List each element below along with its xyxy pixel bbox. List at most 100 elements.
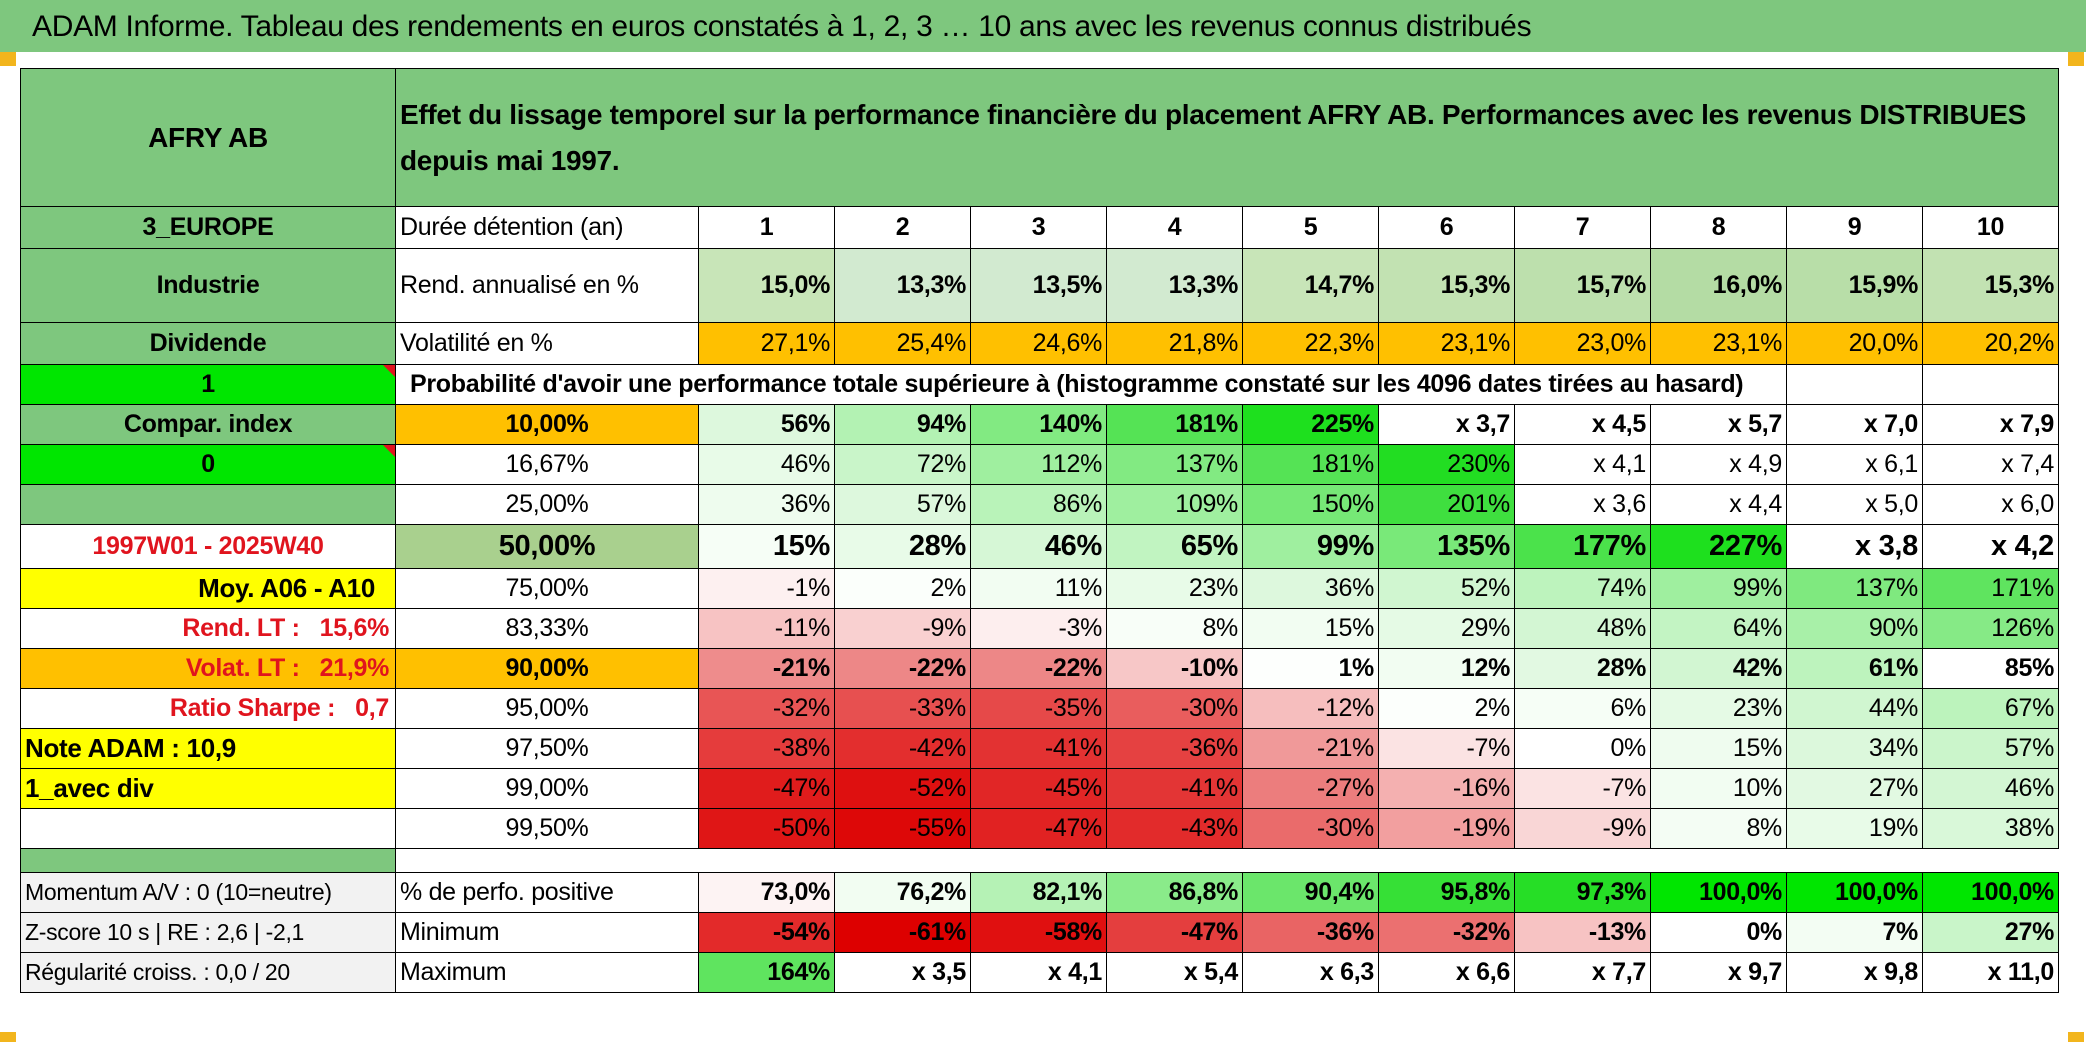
prob-value: -7% <box>1514 768 1651 809</box>
empty-cell <box>1786 364 1923 405</box>
prob-value: 140% <box>970 404 1107 445</box>
prob-value: 109% <box>1106 484 1243 525</box>
prob-pct: 50,00% <box>395 524 699 569</box>
flag-zero-cell: 0 <box>20 444 396 485</box>
prob-value: 23% <box>1650 688 1787 729</box>
flag-one-cell: 1 <box>20 364 396 405</box>
prob-value: -33% <box>834 688 971 729</box>
duree-label: Durée détention (an) <box>395 206 699 249</box>
minimum-value: 27% <box>1922 912 2059 953</box>
prob-value: -41% <box>1106 768 1243 809</box>
maximum-value: x 6,3 <box>1242 952 1379 993</box>
prob-value: 6% <box>1514 688 1651 729</box>
year-cell: 8 <box>1650 206 1787 249</box>
corner-marker <box>0 52 16 66</box>
prob-row: 1_avec div 99,00% -47% -52% -45% -41% -2… <box>20 768 2059 809</box>
prob-value: 65% <box>1106 524 1243 569</box>
prob-pct: 99,50% <box>395 808 699 849</box>
prob-row: Volat. LT : 21,9% 90,00% -21% -22% -22% … <box>20 648 2059 689</box>
positive-value: 76,2% <box>834 872 971 913</box>
prob-pct: 83,33% <box>395 608 699 649</box>
prob-value: 230% <box>1378 444 1515 485</box>
prob-value: 27% <box>1786 768 1923 809</box>
vol-value: 27,1% <box>698 322 835 365</box>
vol-value: 21,8% <box>1106 322 1243 365</box>
vol-value: 20,0% <box>1786 322 1923 365</box>
vol-row: Dividende Volatilité en % 27,1% 25,4% 24… <box>20 322 2059 365</box>
prob-value: -32% <box>698 688 835 729</box>
prob-pct: 10,00% <box>395 404 699 445</box>
rend-value: 15,9% <box>1786 248 1923 323</box>
prob-value: x 3,6 <box>1514 484 1651 525</box>
maximum-value: x 9,7 <box>1650 952 1787 993</box>
volat-lt-value: 21,9% <box>319 654 390 682</box>
prob-value: -22% <box>834 648 971 689</box>
prob-value: 38% <box>1922 808 2059 849</box>
prob-value: 28% <box>1514 648 1651 689</box>
performance-table: AFRY AB Effet du lissage temporel sur la… <box>20 68 2059 993</box>
prob-value: 29% <box>1378 608 1515 649</box>
moy-cell: Moy. A06 - A10 <box>20 568 396 609</box>
prob-row: 99,50% -50% -55% -47% -43% -30% -19% -9%… <box>20 808 2059 849</box>
table-description: Effet du lissage temporel sur la perform… <box>395 68 2059 207</box>
zscore-cell: Z-score 10 s | RE : 2,6 | -2,1 <box>20 912 396 953</box>
prob-value: 28% <box>834 524 971 569</box>
year-cell: 3 <box>970 206 1107 249</box>
report-title: ADAM Informe. Tableau des rendements en … <box>0 0 2086 52</box>
note-cell: Note ADAM : 10,9 <box>20 728 396 769</box>
positive-row: Momentum A/V : 0 (10=neutre) % de perfo.… <box>20 872 2059 913</box>
proba-label: Probabilité d'avoir une performance tota… <box>395 364 1787 405</box>
prob-value: 137% <box>1106 444 1243 485</box>
positive-value: 95,8% <box>1378 872 1515 913</box>
spacer-side <box>20 848 396 873</box>
period-cell: 1997W01 - 2025W40 <box>20 524 396 569</box>
prob-value: 8% <box>1650 808 1787 849</box>
prob-value: 46% <box>1922 768 2059 809</box>
prob-value: -21% <box>698 648 835 689</box>
vol-value: 23,0% <box>1514 322 1651 365</box>
positive-value: 90,4% <box>1242 872 1379 913</box>
prob-value: 48% <box>1514 608 1651 649</box>
prob-value: -50% <box>698 808 835 849</box>
prob-value: 2% <box>834 568 971 609</box>
prob-value: x 7,9 <box>1922 404 2059 445</box>
prob-value: -16% <box>1378 768 1515 809</box>
minimum-value: -32% <box>1378 912 1515 953</box>
fund-name: AFRY AB <box>20 68 396 207</box>
year-cell: 9 <box>1786 206 1923 249</box>
prob-value: 112% <box>970 444 1107 485</box>
prob-value: 56% <box>698 404 835 445</box>
year-cell: 7 <box>1514 206 1651 249</box>
prob-value: 15% <box>1650 728 1787 769</box>
prob-value: -9% <box>834 608 971 649</box>
prob-value: -21% <box>1242 728 1379 769</box>
rend-value: 15,0% <box>698 248 835 323</box>
prob-value: x 6,1 <box>1786 444 1923 485</box>
prob-value: 90% <box>1786 608 1923 649</box>
prob-value: x 4,9 <box>1650 444 1787 485</box>
prob-value: -10% <box>1106 648 1243 689</box>
prob-value: 57% <box>1922 728 2059 769</box>
prob-pct: 75,00% <box>395 568 699 609</box>
rend-value: 14,7% <box>1242 248 1379 323</box>
prob-value: -47% <box>698 768 835 809</box>
volat-lt-label: Volat. LT : <box>185 654 300 682</box>
empty-cell <box>1922 364 2059 405</box>
minimum-value: -47% <box>1106 912 1243 953</box>
prob-value: 72% <box>834 444 971 485</box>
sharpe-label: Ratio Sharpe : <box>169 694 336 722</box>
minimum-value: -54% <box>698 912 835 953</box>
positive-value: 100,0% <box>1650 872 1787 913</box>
description-line1: Effet du lissage temporel sur la perform… <box>400 98 2026 130</box>
year-cell: 10 <box>1922 206 2059 249</box>
prob-value: x 4,1 <box>1514 444 1651 485</box>
prob-value: 181% <box>1242 444 1379 485</box>
prob-value: 36% <box>698 484 835 525</box>
empty-side-cell <box>20 484 396 525</box>
spacer-row <box>20 848 2059 873</box>
rend-value: 15,3% <box>1378 248 1515 323</box>
prob-value: 135% <box>1378 524 1515 569</box>
prob-value: 177% <box>1514 524 1651 569</box>
prob-value: -30% <box>1242 808 1379 849</box>
maximum-value: x 3,5 <box>834 952 971 993</box>
